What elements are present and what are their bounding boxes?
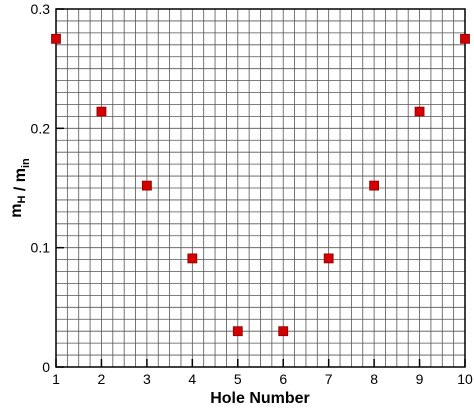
y-tick-label: 0 [42, 359, 50, 375]
x-tick-label: 8 [370, 371, 378, 387]
y-axis-title-subscript: H [16, 196, 28, 204]
y-axis-title-text: / m [12, 168, 29, 196]
y-axis-title-text: m [8, 204, 25, 218]
x-tick-label: 4 [188, 371, 196, 387]
y-axis-title-subscript: in [20, 158, 32, 168]
marker [323, 253, 334, 264]
x-tick-label: 9 [416, 371, 424, 387]
x-axis-title: Hole Number [210, 390, 310, 407]
marker [278, 326, 289, 337]
marker [51, 33, 61, 44]
marker [414, 106, 425, 117]
x-tick-label: 1 [52, 371, 60, 387]
x-tick-label: 6 [279, 371, 287, 387]
marker [96, 106, 107, 117]
y-tick-label: 0.3 [31, 1, 51, 17]
x-tick-label: 7 [325, 371, 333, 387]
y-axis-title: mH / min [8, 158, 32, 218]
x-tick-label: 5 [234, 371, 242, 387]
marker [232, 326, 243, 337]
x-tick-label: 3 [143, 371, 151, 387]
y-tick-label: 0.2 [31, 120, 51, 136]
x-tick-label: 2 [98, 371, 106, 387]
plot-frame [55, 8, 466, 368]
marker [369, 180, 380, 191]
marker [460, 33, 470, 44]
y-tick-label: 0.1 [31, 240, 51, 256]
x-tick-label: 10 [457, 371, 473, 387]
marker [187, 253, 198, 264]
marker [141, 180, 152, 191]
